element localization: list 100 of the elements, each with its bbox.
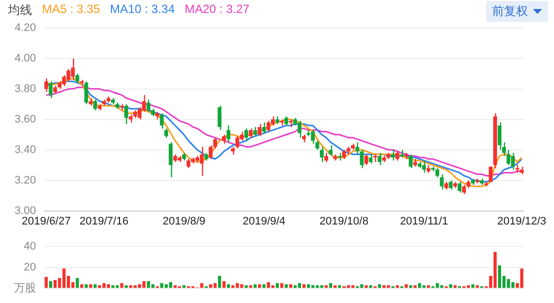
bar xyxy=(49,281,52,288)
x-tick-label: 2019/12/3 xyxy=(497,215,546,228)
candlestick xyxy=(164,128,168,138)
candlestick xyxy=(93,98,97,111)
bar xyxy=(449,284,452,288)
bar xyxy=(218,276,222,288)
bar xyxy=(520,268,524,288)
y-tick-label: 40 xyxy=(24,240,36,253)
bar xyxy=(240,284,244,288)
legend-title: 均线 xyxy=(8,2,32,19)
candlestick xyxy=(378,152,382,166)
bar xyxy=(226,284,230,288)
bar xyxy=(94,284,97,288)
bar xyxy=(369,285,372,288)
bar xyxy=(414,285,417,288)
candlestick xyxy=(391,149,395,162)
bar xyxy=(409,285,412,288)
bar xyxy=(284,284,288,288)
candlestick xyxy=(262,122,266,134)
candlestick xyxy=(124,104,128,125)
candlestick xyxy=(360,149,364,169)
bar xyxy=(276,283,279,288)
candlestick xyxy=(44,78,48,93)
candlestick xyxy=(328,144,333,157)
bar xyxy=(364,285,368,288)
bar xyxy=(351,285,354,288)
bar xyxy=(84,284,88,288)
candlestick xyxy=(226,124,230,143)
bar xyxy=(244,285,248,288)
bar xyxy=(120,283,124,288)
bar xyxy=(294,285,297,288)
candlestick xyxy=(320,146,324,163)
candlestick xyxy=(218,105,222,131)
bar xyxy=(62,268,66,288)
candlestick xyxy=(253,126,257,137)
bar xyxy=(382,285,386,288)
candlestick xyxy=(324,152,328,163)
bar xyxy=(151,284,154,288)
bar xyxy=(511,282,514,288)
candlestick xyxy=(75,73,80,84)
bar xyxy=(320,285,324,288)
candlestick xyxy=(368,154,373,164)
bar xyxy=(440,285,444,288)
candlestick xyxy=(258,123,262,137)
y-tick-label: 3.60 xyxy=(14,113,36,126)
bar xyxy=(258,284,262,288)
candlestick xyxy=(84,80,88,105)
bar xyxy=(80,284,84,288)
bar xyxy=(329,283,332,288)
candlestick xyxy=(248,128,253,138)
candlestick xyxy=(440,174,444,190)
bar xyxy=(404,284,408,288)
y-tick-label: 3.80 xyxy=(14,82,36,95)
bar xyxy=(498,265,502,288)
bar xyxy=(466,285,470,288)
bar xyxy=(271,285,274,288)
bar xyxy=(129,285,132,288)
candlestick xyxy=(244,128,248,142)
bar xyxy=(476,285,479,288)
bar xyxy=(360,284,364,288)
candlestick xyxy=(355,142,360,156)
bar xyxy=(378,284,382,288)
y-tick-label: 3.20 xyxy=(14,174,36,186)
text: MA5 : 3.35 xyxy=(42,2,100,18)
candlestick xyxy=(284,116,288,126)
y-tick-label: 万股 xyxy=(14,282,36,294)
candlestick xyxy=(48,80,53,99)
bar xyxy=(200,283,204,288)
bar xyxy=(249,285,252,288)
bar xyxy=(334,285,337,288)
bar xyxy=(471,284,474,288)
candlestick xyxy=(448,180,453,190)
candlestick xyxy=(488,166,493,182)
bar xyxy=(116,285,119,288)
candlestick xyxy=(235,136,240,149)
bar xyxy=(98,285,102,288)
y-tick-label: 3.00 xyxy=(14,204,36,217)
candlestick xyxy=(146,98,150,112)
x-tick-label: 2019/8/9 xyxy=(162,215,206,228)
candlestick xyxy=(408,154,413,169)
bar xyxy=(418,283,422,288)
y-tick-label: 20 xyxy=(24,262,36,274)
x-tick-label: 2019/10/8 xyxy=(320,215,368,228)
bar xyxy=(280,283,284,288)
bar xyxy=(44,276,48,288)
candlestick xyxy=(160,112,164,130)
bar xyxy=(89,284,92,288)
bar xyxy=(386,285,390,288)
bar xyxy=(289,284,292,288)
bar xyxy=(422,285,426,288)
bar xyxy=(338,285,342,288)
y-tick-label: 4.20 xyxy=(14,22,36,34)
text: MA20 : 3.27 xyxy=(184,2,250,18)
bar xyxy=(222,281,226,288)
x-tick-label: 2019/11/1 xyxy=(400,215,448,228)
bar xyxy=(302,284,306,288)
x-tick-label: 2019/6/27 xyxy=(22,215,71,228)
x-tick-label: 2019/9/4 xyxy=(242,215,286,228)
text: MA10 : 3.34 xyxy=(110,2,175,18)
candlestick xyxy=(435,168,440,178)
